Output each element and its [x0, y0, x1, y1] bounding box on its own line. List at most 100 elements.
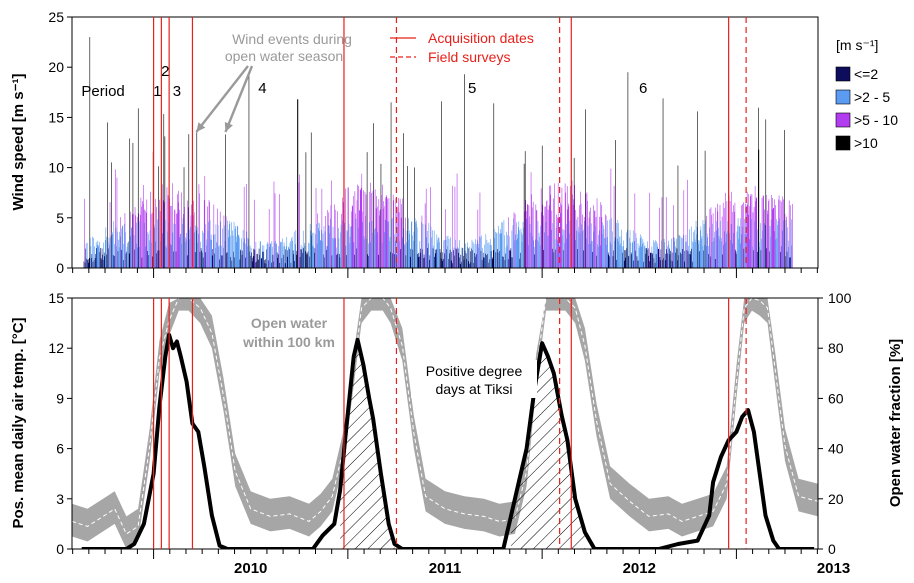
wind-bar — [171, 205, 173, 268]
wind-bar — [641, 236, 643, 268]
wind-bar — [314, 252, 315, 268]
wind-bar — [333, 237, 335, 268]
wind-bar — [272, 254, 274, 268]
wind-bar — [124, 213, 126, 268]
wind-bar — [561, 204, 562, 268]
temperature-y-tick-label: 15 — [48, 290, 64, 306]
wind-bar — [584, 221, 586, 268]
wind-bar — [518, 221, 520, 268]
wind-bar — [178, 190, 179, 268]
wind-bar — [606, 244, 607, 268]
wind-bar — [325, 216, 326, 268]
wind-bar — [239, 259, 241, 268]
temperature-panel: 0 3 6 9 12 15 0 20 40 60 80 100 Pos. mean daily ai… — [10, 290, 904, 557]
wind-bar — [755, 201, 756, 268]
wind-bar — [765, 119, 767, 268]
wind-bar — [730, 240, 731, 268]
wind-bar — [224, 240, 226, 268]
wind-bar — [294, 260, 296, 268]
wind-bar — [385, 197, 387, 268]
wind-bar — [394, 254, 396, 268]
wind-bar — [197, 227, 198, 268]
wind-bar — [586, 192, 588, 268]
wind-bar — [323, 226, 325, 268]
wind-bar — [686, 241, 687, 268]
wind-bar — [376, 195, 377, 268]
wind-bar — [185, 239, 187, 268]
wind-bar — [121, 228, 123, 268]
wind-bar — [410, 248, 412, 268]
wind-bar — [457, 246, 458, 268]
wind-event-arrow-shaft — [224, 65, 254, 133]
wind-bar — [413, 240, 414, 268]
open-water-y-axis-label: Open water fraction [%] — [887, 339, 904, 507]
wind-bar — [169, 244, 171, 268]
wind-bar — [505, 253, 506, 268]
wind-bar — [227, 229, 229, 268]
wind-bar — [221, 245, 223, 268]
wind-bar — [368, 222, 370, 268]
wind-bar — [443, 239, 445, 268]
wind-bar — [100, 247, 101, 268]
wind-bar — [450, 237, 451, 268]
wind-bar — [761, 238, 762, 268]
wind-bar — [525, 200, 527, 268]
wind-bar — [429, 255, 431, 268]
wind-bar — [762, 195, 764, 268]
wind-bar — [119, 231, 120, 268]
wind-bar — [410, 222, 412, 268]
wind-bar — [145, 212, 147, 268]
wind-bar — [300, 244, 302, 268]
wind-bar — [342, 202, 344, 268]
event-date-lines — [152, 17, 747, 549]
wind-bar — [147, 232, 149, 268]
wind-bar — [685, 242, 686, 268]
wind-bar — [352, 196, 354, 268]
wind-bar — [488, 242, 490, 268]
wind-bar — [271, 241, 273, 268]
wind-bar — [170, 245, 172, 268]
wind-bar — [703, 224, 705, 268]
wind-bar — [383, 206, 385, 268]
wind-bar — [285, 246, 287, 268]
wind-bar — [461, 247, 463, 268]
wind-bar — [785, 219, 787, 268]
wind-bar — [610, 242, 611, 268]
wind-bar — [211, 255, 213, 268]
wind-bar — [108, 237, 110, 268]
wind-bar — [454, 186, 456, 268]
wind-bar — [196, 132, 198, 268]
wind-bar — [406, 230, 408, 268]
wind-bar — [787, 227, 788, 268]
wind-bar — [428, 223, 430, 268]
wind-bar — [207, 206, 208, 268]
wind-bar — [789, 257, 791, 268]
wind-bar — [327, 225, 329, 268]
wind-bar — [302, 230, 304, 268]
wind-bar — [672, 237, 674, 268]
wind-bar — [760, 223, 761, 268]
wind-bar — [405, 255, 407, 268]
wind-bar — [772, 198, 773, 268]
wind-bar — [300, 249, 301, 268]
wind-bar — [290, 241, 291, 268]
wind-bar — [664, 260, 666, 268]
wind-bar — [88, 259, 90, 268]
wind-bar — [778, 199, 779, 268]
wind-bar — [342, 197, 343, 268]
wind-bar — [554, 239, 556, 268]
wind-bar — [723, 245, 725, 268]
wind-bar — [747, 204, 748, 268]
wind-bar — [583, 216, 585, 268]
wind-bar — [91, 257, 92, 268]
wind-bar — [431, 247, 433, 268]
wind-bar — [616, 238, 618, 268]
wind-bar — [515, 234, 516, 268]
wind-bar — [664, 242, 665, 268]
wind-events-annotation: Wind events during open water season — [195, 31, 352, 133]
wind-bar — [674, 246, 676, 268]
wind-bar — [679, 235, 680, 268]
wind-bar — [280, 242, 282, 268]
wind-bar — [401, 237, 403, 268]
wind-bar — [458, 252, 459, 268]
